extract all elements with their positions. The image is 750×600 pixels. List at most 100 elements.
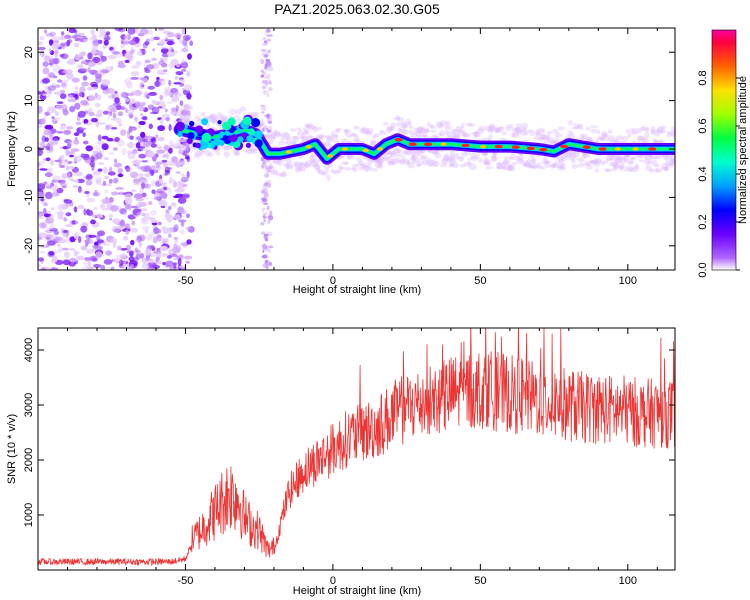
- noise-blob: [131, 149, 138, 155]
- ridge-halo: [398, 150, 403, 154]
- ridge-halo: [323, 164, 331, 169]
- ridge-halo: [466, 160, 471, 168]
- noise-blob: [165, 152, 169, 160]
- noise-blob: [162, 261, 166, 266]
- noise-blob: [42, 145, 50, 148]
- noise-blob: [152, 48, 156, 52]
- ridge-halo: [576, 124, 582, 129]
- noise-blob: [168, 187, 172, 194]
- ridge-halo: [522, 160, 530, 166]
- noise-blob: [115, 254, 120, 261]
- noise-blob: [97, 162, 105, 165]
- ridge-halo: [459, 164, 467, 168]
- ridge-halo: [210, 114, 214, 119]
- noise-blob: [117, 167, 123, 174]
- ridge-halo: [275, 172, 284, 177]
- ridge-halo: [484, 159, 492, 165]
- spectrogram-ytick-label: 10: [23, 94, 35, 106]
- ridge-peak: [598, 147, 607, 151]
- noise-blob: [173, 145, 182, 149]
- noise-blob: [76, 251, 80, 255]
- ridge-halo: [596, 129, 601, 135]
- noise-blob: [268, 262, 273, 266]
- ridge-halo: [374, 161, 383, 169]
- noise-blob: [66, 203, 70, 208]
- ridge-halo: [470, 131, 479, 135]
- signal-blob: [242, 116, 252, 126]
- ridge-halo: [389, 125, 395, 132]
- ridge-halo: [461, 151, 468, 158]
- ridge-peak: [526, 146, 535, 151]
- noise-blob: [109, 205, 119, 212]
- noise-blob: [39, 36, 45, 41]
- noise-blob: [127, 28, 136, 35]
- ridge-halo: [316, 166, 321, 171]
- noise-blob: [136, 203, 142, 209]
- snr-frame: [37, 327, 676, 571]
- noise-blob: [49, 214, 55, 221]
- noise-blob: [62, 109, 69, 116]
- noise-blob: [173, 82, 182, 85]
- noise-blob: [119, 219, 125, 227]
- noise-blob: [118, 123, 123, 127]
- noise-blob: [136, 235, 143, 243]
- noise-blob: [186, 213, 190, 219]
- ridge-halo: [420, 154, 428, 159]
- noise-blob: [133, 182, 142, 186]
- noise-blob: [114, 91, 118, 94]
- noise-blob: [186, 171, 190, 178]
- noise-blob: [92, 192, 100, 197]
- noise-blob: [137, 201, 142, 205]
- ridge-halo: [286, 140, 292, 146]
- noise-blob: [161, 56, 168, 62]
- noise-blob: [145, 93, 150, 99]
- ridge-halo: [488, 134, 494, 140]
- ridge-halo: [308, 154, 316, 162]
- ridge-halo: [528, 165, 536, 169]
- ridge-halo: [250, 114, 259, 120]
- noise-blob: [144, 229, 149, 234]
- ridge-halo: [440, 162, 447, 168]
- ridge-halo: [580, 155, 587, 160]
- spectrogram-ylabel: Frequency (Hz): [6, 111, 18, 187]
- ridge-halo: [350, 132, 357, 137]
- ridge-halo: [416, 160, 424, 167]
- noise-blob: [45, 167, 54, 173]
- noise-blob: [128, 102, 133, 109]
- snr-ylabel: SNR (10 * v/v): [6, 414, 18, 484]
- ridge-halo: [494, 127, 502, 133]
- noise-blob: [112, 258, 121, 262]
- ridge-halo: [413, 127, 421, 131]
- ridge-halo: [551, 164, 557, 169]
- noise-blob: [261, 208, 265, 211]
- ridge-halo: [213, 115, 219, 121]
- ridge-halo: [547, 137, 555, 144]
- noise-blob: [174, 188, 181, 193]
- noise-blob: [106, 137, 114, 142]
- ridge-halo: [511, 132, 520, 138]
- ridge-halo: [417, 134, 426, 138]
- ridge-peak: [327, 154, 334, 158]
- ridge-halo: [526, 129, 532, 134]
- ridge-halo: [424, 129, 431, 133]
- noise-blob: [88, 111, 95, 117]
- ridge-halo: [219, 114, 225, 118]
- ridge-halo: [325, 143, 332, 148]
- noise-blob: [155, 134, 159, 139]
- noise-blob: [180, 176, 189, 183]
- noise-blob: [102, 180, 107, 186]
- ridge-halo: [415, 130, 422, 137]
- noise-blob: [60, 165, 65, 168]
- noise-blob: [141, 84, 145, 88]
- ridge-halo: [579, 136, 585, 141]
- ridge-halo: [284, 132, 291, 140]
- noise-blob: [47, 145, 54, 152]
- noise-blob: [114, 28, 124, 32]
- noise-blob: [153, 196, 162, 201]
- noise-blob: [260, 111, 265, 114]
- noise-blob: [185, 260, 191, 264]
- ridge-halo: [497, 165, 505, 170]
- ridge-halo: [363, 130, 370, 134]
- noise-blob: [97, 168, 103, 172]
- noise-blob: [181, 69, 187, 72]
